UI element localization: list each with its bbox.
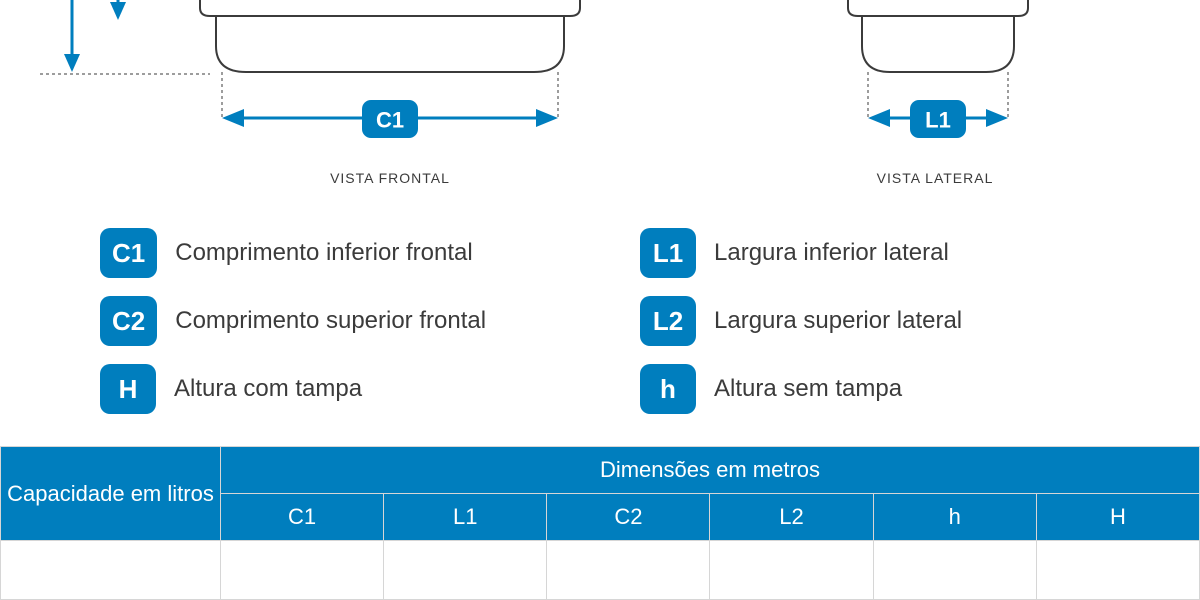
legend-badge: L1	[640, 228, 696, 278]
legend-item: C2 Comprimento superior frontal	[100, 296, 580, 346]
th-capacity: Capacidade em litros	[1, 447, 221, 541]
th-col: h	[873, 494, 1036, 541]
dim-badge-c1: C1	[376, 108, 404, 133]
caption-lateral: VISTA LATERAL	[855, 170, 1015, 186]
table-cell	[384, 541, 547, 600]
th-col: L2	[710, 494, 873, 541]
th-col: L1	[384, 494, 547, 541]
technical-diagram: C1 L1 VISTA FRONTAL VISTA LATERAL	[0, 0, 1200, 200]
table-head: Capacidade em litros Dimensões em metros…	[1, 447, 1200, 541]
legend-badge: C2	[100, 296, 157, 346]
th-col: C2	[547, 494, 710, 541]
caption-frontal: VISTA FRONTAL	[290, 170, 490, 186]
th-dimensions: Dimensões em metros	[221, 447, 1200, 494]
legend-text: Altura com tampa	[174, 375, 362, 403]
table-cell	[547, 541, 710, 600]
table-cell	[873, 541, 1036, 600]
table-row	[1, 541, 1200, 600]
table-cell	[221, 541, 384, 600]
dimensions-table: Capacidade em litros Dimensões em metros…	[0, 446, 1200, 600]
table-cell	[1036, 541, 1199, 600]
legend-item: H Altura com tampa	[100, 364, 580, 414]
legend-badge: L2	[640, 296, 696, 346]
th-col: C1	[221, 494, 384, 541]
legend: C1 Comprimento inferior frontal L1 Largu…	[0, 228, 1200, 414]
legend-text: Comprimento inferior frontal	[175, 239, 472, 267]
legend-badge: h	[640, 364, 696, 414]
legend-badge: H	[100, 364, 156, 414]
th-col: H	[1036, 494, 1199, 541]
table-cell	[710, 541, 873, 600]
legend-text: Altura sem tampa	[714, 375, 902, 403]
tank-lateral: L1	[848, 0, 1028, 138]
legend-text: Largura superior lateral	[714, 307, 962, 335]
height-arrows	[64, 0, 126, 72]
table-cell	[1, 541, 221, 600]
legend-item: C1 Comprimento inferior frontal	[100, 228, 580, 278]
dim-badge-l1: L1	[925, 108, 951, 133]
diagram-svg: C1 L1	[0, 0, 1200, 170]
legend-text: Comprimento superior frontal	[175, 307, 486, 335]
legend-item: h Altura sem tampa	[640, 364, 1120, 414]
legend-item: L2 Largura superior lateral	[640, 296, 1120, 346]
tank-frontal: C1	[200, 0, 580, 138]
legend-text: Largura inferior lateral	[714, 239, 949, 267]
legend-item: L1 Largura inferior lateral	[640, 228, 1120, 278]
legend-badge: C1	[100, 228, 157, 278]
